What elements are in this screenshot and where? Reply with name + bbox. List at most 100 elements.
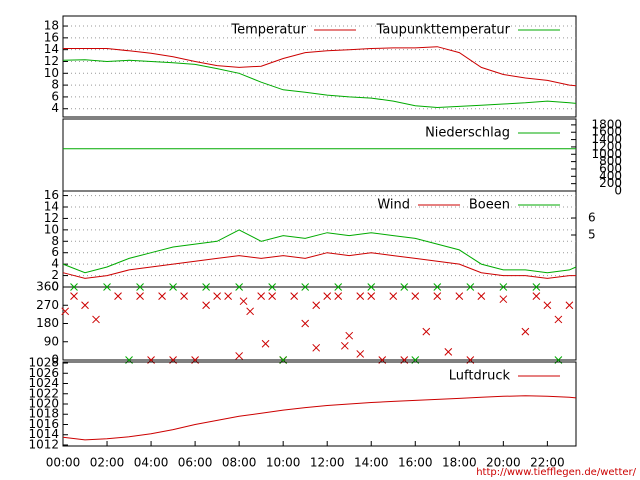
point-stroke [246,307,254,316]
point-stroke [367,292,376,300]
point [268,283,277,291]
point-stroke [239,297,248,306]
point [158,292,166,300]
point-stroke [301,319,310,328]
point [334,283,343,291]
point [70,292,78,300]
point [81,301,89,310]
point [301,283,310,291]
y-tick-label: 270 [36,298,59,312]
point-stroke [290,292,299,300]
x-tick-label: 08:00 [222,456,257,470]
y-tick-label: 1016 [28,417,59,431]
series-line [62,229,577,274]
point-stroke [312,301,321,310]
point [268,292,277,300]
point-stroke [345,331,354,340]
point-stroke [323,292,332,300]
point-stroke [356,292,365,300]
y-tick-label: 1014 [28,427,59,441]
point-stroke [202,283,210,291]
point [340,341,349,350]
point-stroke [70,283,78,291]
y-tick-label: 6 [51,89,59,103]
point-stroke [169,283,177,291]
y-tick-label: 1022 [28,386,59,400]
x-tick-label: 02:00 [90,456,125,470]
point-stroke [158,292,166,300]
point-stroke [268,283,277,291]
point-stroke [224,292,232,300]
point [400,283,409,291]
point [239,297,248,306]
point [224,292,232,300]
y-tick-label: 14 [44,200,59,214]
legend-label: Niederschlag [425,126,510,141]
point [466,283,475,291]
point [246,307,254,316]
y2-tick-label: 5 [588,228,596,242]
y-tick-label: 1600 [591,125,622,139]
point [367,292,376,300]
y-tick-label: 1400 [591,132,622,146]
point-stroke [356,350,365,358]
point-stroke [136,283,144,291]
y-tick-label: 0 [51,353,59,367]
point-stroke [261,339,270,348]
y-tick-label: 1200 [591,139,622,153]
point-stroke [389,292,398,300]
point [103,283,111,291]
y-tick-label: 1000 [591,147,622,161]
point-stroke [532,292,541,300]
y-tick-label: 12 [44,211,59,225]
point [323,292,332,300]
y-tick-label: 180 [36,316,59,330]
y-tick-label: 16 [44,30,59,44]
y-tick-label: 14 [44,42,59,56]
point-stroke [202,301,210,310]
y-tick-label: 8 [51,234,59,248]
point-stroke [499,283,508,291]
y-tick-label: 1018 [28,407,59,421]
y-tick-label: 4 [51,101,59,115]
y-tick-label: 1026 [28,366,59,380]
point [521,327,530,336]
y2-tick-label: 6 [588,211,596,225]
point [554,315,563,324]
y-tick-label: 10 [44,66,59,80]
point [301,319,310,328]
point-stroke [103,283,111,291]
x-tick-label: 14:00 [354,456,389,470]
series-line [62,395,577,441]
panel-frame [62,286,577,361]
point [202,301,210,310]
point [543,301,552,310]
point-stroke [268,292,277,300]
point [444,348,453,356]
point-stroke [532,283,541,291]
y-tick-label: 12 [44,54,59,68]
point [433,283,442,291]
point-stroke [235,352,243,360]
point-stroke [521,327,530,336]
x-tick-label: 22:00 [530,456,565,470]
point-stroke [92,315,100,324]
y-tick-label: 360 [36,280,59,294]
point-stroke [433,283,442,291]
legend-label: Taupunkttemperatur [376,23,511,38]
point-stroke [477,292,486,300]
y-tick-label: 200 [599,176,622,190]
point-stroke [301,283,310,291]
point-stroke [81,301,89,310]
point-stroke [565,301,574,310]
point-stroke [340,341,349,350]
legend-label: Temperatur [230,23,306,38]
point-stroke [114,292,122,300]
y-tick-label: 1024 [28,376,59,390]
point [356,292,365,300]
point-stroke [422,327,431,336]
point [499,283,508,291]
y-tick-label: 1012 [28,437,59,451]
legend-label: Boeen [469,198,510,213]
x-tick-label: 06:00 [178,456,213,470]
